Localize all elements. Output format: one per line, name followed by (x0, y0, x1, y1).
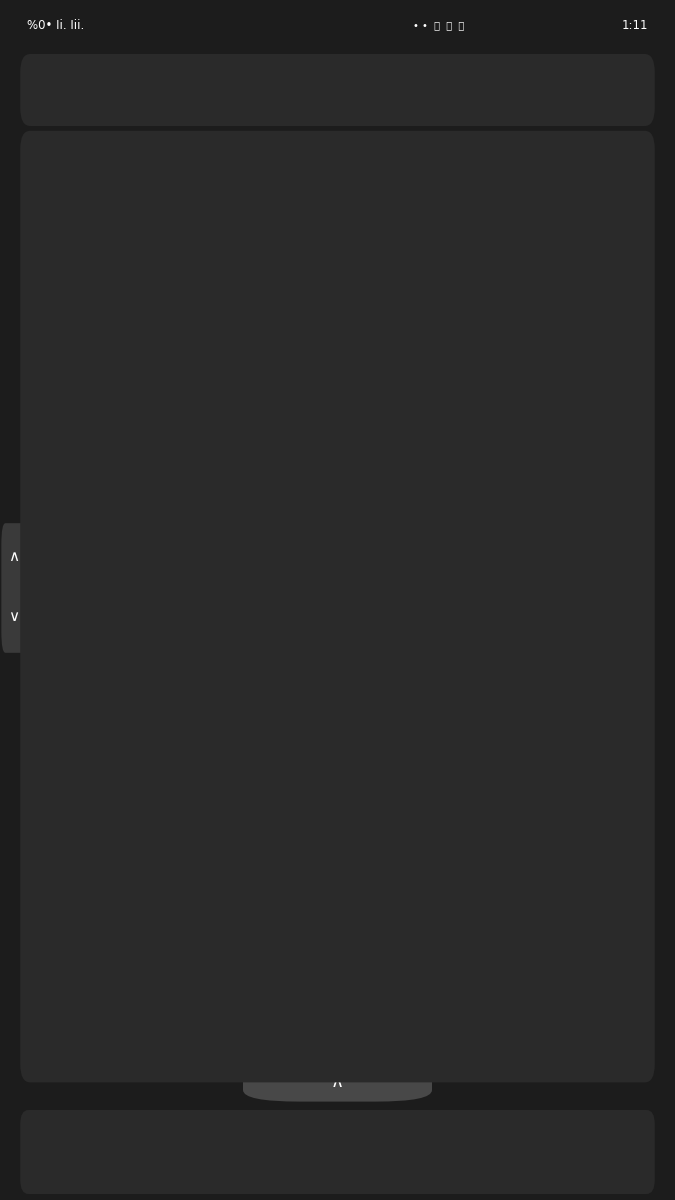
Text: CD= 2.605 kN (C) and DF= 10.545 kN (C): CD= 2.605 kN (C) and DF= 10.545 kN (C) (46, 901, 351, 917)
Text: 3m: 3m (194, 288, 212, 299)
Text: نقاط 3: نقاط 3 (39, 145, 88, 158)
Text: 3m: 3m (373, 288, 390, 299)
Text: D: D (436, 328, 446, 340)
Text: and EF= 10.545 kN (C): and EF= 10.545 kN (C) (46, 838, 213, 853)
Text: and EF= 12.108 kN (T): and EF= 12.108 kN (T) (46, 1057, 213, 1072)
Text: %0• Ii. Iii.: %0• Ii. Iii. (27, 18, 84, 31)
Polygon shape (491, 475, 539, 487)
Text: DF, and EF and indicate if the members: DF, and EF and indicate if the members (185, 174, 541, 188)
Text: and EF= 12.108 kN (T): and EF= 12.108 kN (T) (46, 947, 213, 962)
Text: Force and Moment: Force and Moment (279, 79, 447, 97)
Text: 6 m: 6 m (415, 611, 437, 620)
Text: C: C (225, 328, 234, 340)
Text: 4 m: 4 m (568, 400, 589, 409)
Text: CD= 12.108 kN (C) and DF= 2.605 kN (C): CD= 12.108 kN (C) and DF= 2.605 kN (C) (46, 792, 351, 808)
Text: ∧: ∧ (331, 1073, 344, 1092)
Text: 1:11: 1:11 (622, 18, 648, 31)
Text: The resultant of the force system: The resultant of the force system (226, 1141, 449, 1154)
Text: 5 kN: 5 kN (55, 458, 83, 472)
Polygon shape (140, 588, 176, 619)
Text: CD= 10.545 kN (C) and DF= 2.605 kN (C): CD= 10.545 kN (C) and DF= 2.605 kN (C) (46, 1012, 351, 1026)
Text: F: F (342, 478, 350, 491)
Text: *: * (223, 203, 233, 221)
Text: E: E (526, 458, 535, 472)
Text: 4 m: 4 m (99, 522, 121, 532)
Text: A: A (169, 596, 178, 610)
Text: Determine the force in members CD,: Determine the force in members CD, (196, 145, 529, 160)
Text: CD= 10.545 kN (T) and DF= 2.605 kN (T): CD= 10.545 kN (T) and DF= 2.605 kN (T) (46, 688, 348, 702)
FancyBboxPatch shape (1, 523, 26, 653)
FancyBboxPatch shape (243, 1063, 432, 1102)
Text: • •  ⏯  🐦  🖼: • • ⏯ 🐦 🖼 (413, 20, 464, 30)
Text: 6 m: 6 m (237, 611, 259, 620)
Text: ?are in tension or Compression: ?are in tension or Compression (248, 203, 531, 218)
Text: ∨: ∨ (8, 610, 19, 624)
Text: ∧: ∧ (8, 548, 19, 564)
Text: 15 kN: 15 kN (408, 265, 444, 278)
Text: and EF= 12.108 kN (C): and EF= 12.108 kN (C) (46, 733, 213, 748)
Text: B: B (136, 458, 145, 472)
